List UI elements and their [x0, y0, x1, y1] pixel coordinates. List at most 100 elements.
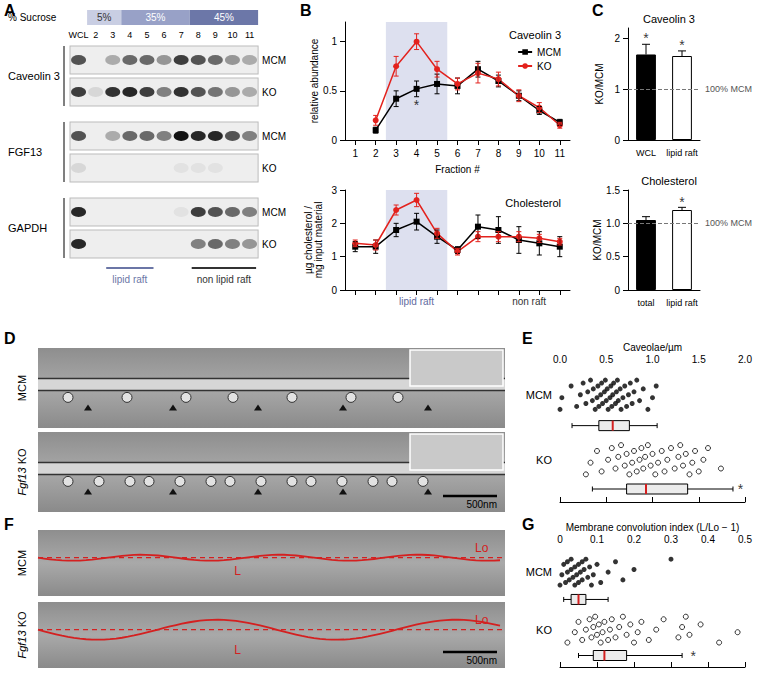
svg-text:0: 0 [614, 135, 620, 146]
svg-text:9: 9 [516, 148, 522, 159]
svg-text:0.5: 0.5 [599, 354, 613, 365]
svg-text:total: total [637, 298, 654, 308]
svg-text:11: 11 [245, 30, 254, 40]
svg-text:0.3: 0.3 [664, 534, 678, 545]
svg-text:*: * [679, 194, 685, 210]
svg-text:9: 9 [213, 30, 218, 40]
svg-text:0.0: 0.0 [553, 354, 567, 365]
svg-text:3: 3 [331, 185, 337, 196]
svg-text:45%: 45% [214, 12, 234, 23]
svg-text:10: 10 [227, 30, 237, 40]
svg-text:MCM: MCM [526, 566, 552, 578]
svg-text:Lo: Lo [475, 541, 489, 555]
svg-text:0.5: 0.5 [738, 534, 752, 545]
svg-text:0.1: 0.1 [590, 534, 604, 545]
svg-text:1.5: 1.5 [606, 185, 620, 196]
svg-text:Cholesterol: Cholesterol [505, 197, 561, 209]
svg-text:*: * [690, 648, 696, 664]
svg-text:relative abundance: relative abundance [309, 38, 320, 123]
svg-text:1.0: 1.0 [646, 354, 660, 365]
svg-text:non raft: non raft [512, 296, 546, 307]
svg-text:0: 0 [614, 285, 620, 296]
svg-text:*: * [738, 481, 744, 497]
svg-text:WCL: WCL [69, 30, 89, 40]
svg-text:500nm: 500nm [466, 655, 497, 666]
svg-text:7: 7 [475, 148, 481, 159]
svg-text:Cholesterol: Cholesterol [641, 175, 697, 187]
svg-text:0.5: 0.5 [323, 85, 337, 96]
svg-text:11: 11 [555, 148, 566, 159]
svg-text:35%: 35% [145, 12, 165, 23]
svg-text:10: 10 [534, 148, 546, 159]
svg-text:FGF13: FGF13 [8, 146, 42, 158]
svg-text:G: G [522, 516, 534, 533]
svg-text:lipid raft: lipid raft [666, 148, 698, 158]
svg-text:1.0: 1.0 [606, 218, 620, 229]
svg-text:lipid raft: lipid raft [666, 298, 698, 308]
svg-text:0: 0 [331, 285, 337, 296]
svg-text:100% MCM: 100% MCM [705, 84, 752, 94]
svg-text:1: 1 [352, 148, 358, 159]
svg-text:Caveolin 3: Caveolin 3 [643, 13, 695, 25]
svg-text:KO/MCM: KO/MCM [592, 219, 603, 260]
svg-text:*: * [643, 30, 649, 46]
svg-text:0: 0 [331, 135, 337, 146]
svg-text:KO: KO [536, 624, 552, 636]
svg-text:2: 2 [331, 218, 337, 229]
svg-text:WCL: WCL [636, 148, 656, 158]
svg-text:Membrane convolution index (L/: Membrane convolution index (L/Lo − 1) [566, 522, 740, 533]
svg-text:Caveolin 3: Caveolin 3 [509, 29, 561, 41]
svg-text:4: 4 [127, 30, 132, 40]
svg-text:Caveolae/µm: Caveolae/µm [623, 342, 682, 353]
svg-text:6: 6 [162, 30, 167, 40]
svg-text:A: A [4, 2, 16, 19]
svg-text:KO: KO [262, 87, 277, 98]
svg-text:5: 5 [434, 148, 440, 159]
svg-text:2: 2 [373, 148, 379, 159]
svg-text:6: 6 [455, 148, 461, 159]
svg-text:7: 7 [179, 30, 184, 40]
svg-text:100% MCM: 100% MCM [705, 218, 752, 228]
svg-text:MCM: MCM [262, 55, 286, 66]
svg-text:KO/MCM: KO/MCM [594, 63, 605, 104]
svg-text:1.5: 1.5 [692, 354, 706, 365]
svg-text:3: 3 [393, 148, 399, 159]
svg-text:MCM: MCM [16, 375, 28, 401]
svg-text:B: B [300, 2, 312, 19]
svg-text:GAPDH: GAPDH [8, 222, 47, 234]
svg-text:KO: KO [262, 239, 277, 250]
svg-text:L: L [234, 643, 241, 657]
svg-text:3: 3 [110, 30, 115, 40]
svg-text:5%: 5% [97, 12, 112, 23]
svg-text:MCM: MCM [537, 47, 561, 58]
svg-text:E: E [522, 330, 533, 347]
svg-text:MCM: MCM [526, 389, 552, 401]
svg-text:1: 1 [331, 36, 337, 47]
svg-text:KO: KO [262, 163, 277, 174]
svg-text:lipid raft: lipid raft [399, 296, 434, 307]
svg-text:8: 8 [196, 30, 201, 40]
svg-text:L: L [234, 564, 241, 578]
svg-text:non lipid raft: non lipid raft [197, 274, 252, 285]
svg-text:500nm: 500nm [466, 499, 497, 510]
svg-text:Fgf13 KO: Fgf13 KO [16, 611, 28, 659]
svg-text:Fgf13 KO: Fgf13 KO [16, 448, 28, 496]
svg-text:2: 2 [93, 30, 98, 40]
svg-text:0.2: 0.2 [627, 534, 641, 545]
svg-text:5: 5 [144, 30, 149, 40]
svg-text:mg input material: mg input material [313, 202, 324, 279]
svg-text:MCM: MCM [16, 550, 28, 576]
svg-text:1: 1 [614, 84, 620, 95]
svg-text:D: D [4, 330, 16, 347]
svg-text:KO: KO [537, 61, 552, 72]
svg-text:2: 2 [614, 33, 620, 44]
svg-text:C: C [592, 2, 604, 19]
svg-text:1: 1 [331, 251, 337, 262]
svg-text:8: 8 [496, 148, 502, 159]
svg-text:lipid raft: lipid raft [112, 274, 147, 285]
svg-text:0.5: 0.5 [606, 251, 620, 262]
svg-text:MCM: MCM [262, 131, 286, 142]
svg-text:KO: KO [536, 454, 552, 466]
svg-text:0: 0 [557, 534, 563, 545]
svg-text:0.4: 0.4 [701, 534, 715, 545]
